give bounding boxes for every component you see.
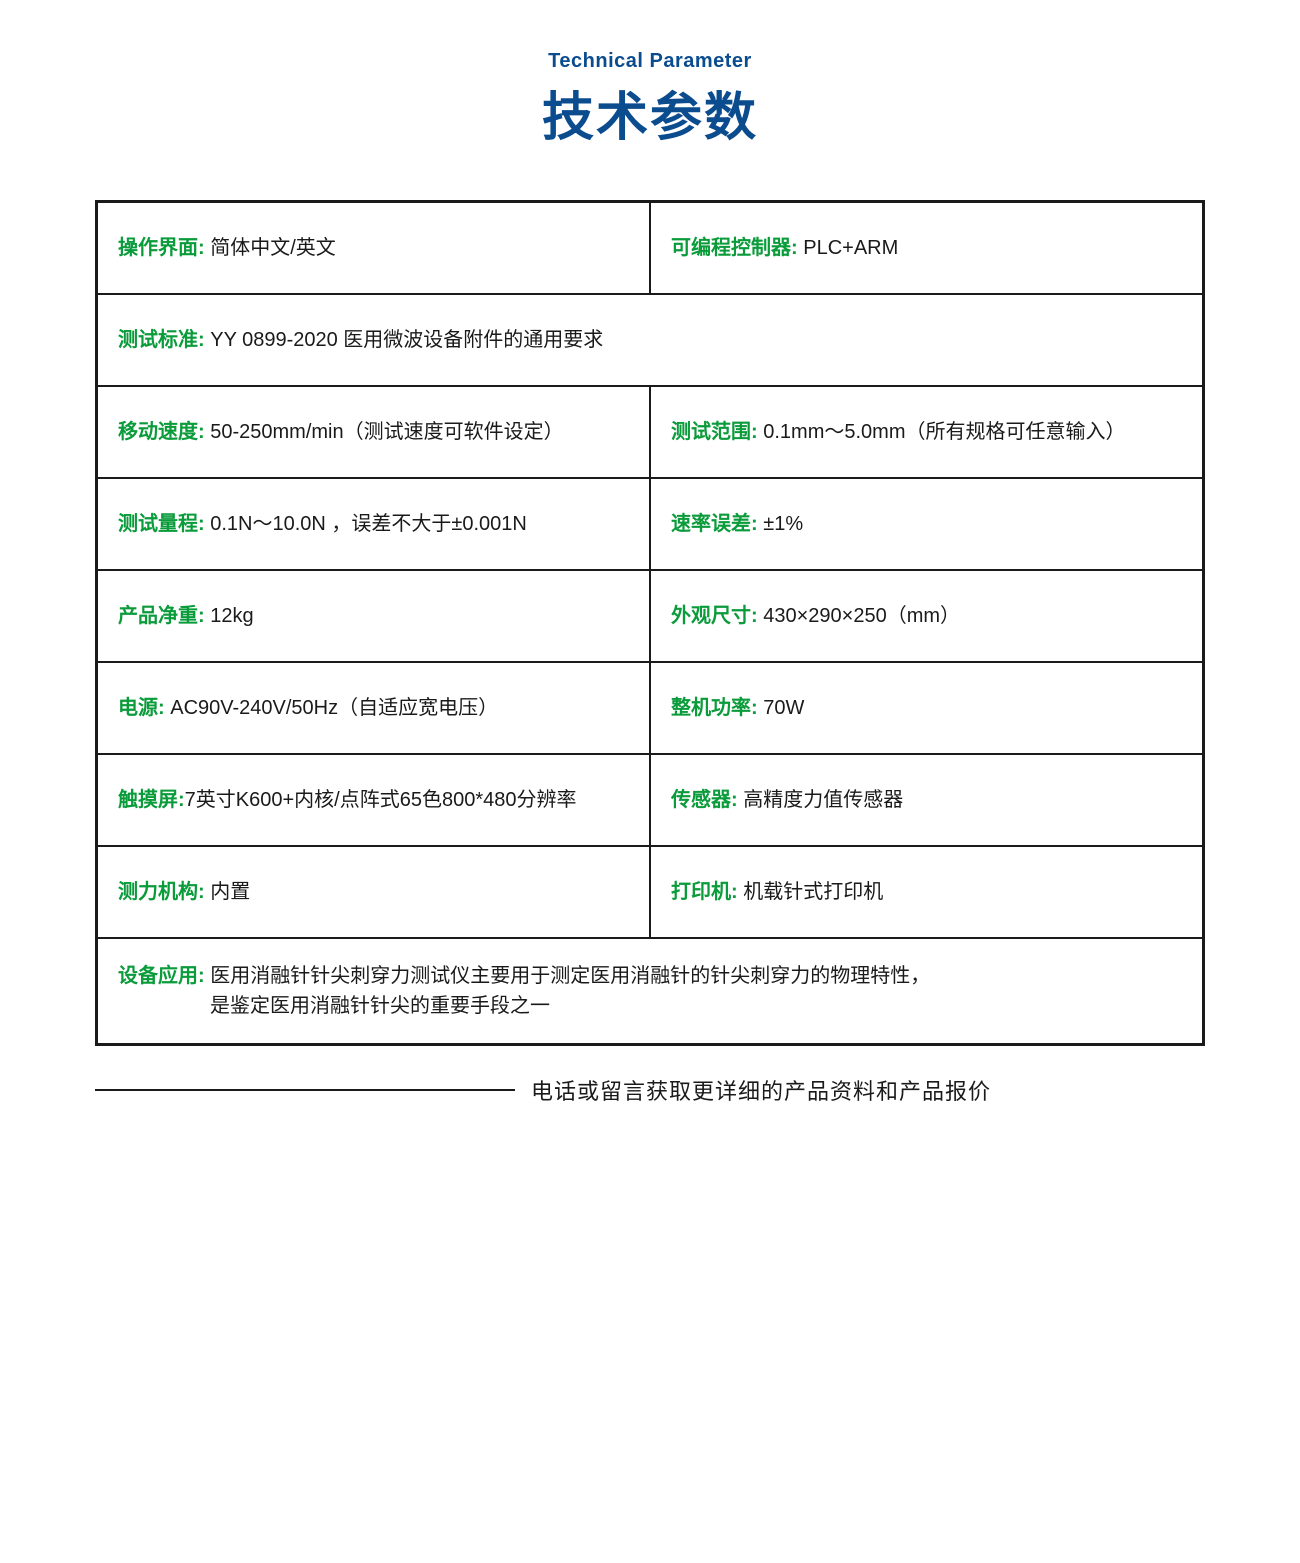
param-value: 简体中文/英文 <box>205 237 336 259</box>
spec-table: 操作界面: 简体中文/英文 可编程控制器: PLC+ARM 测试标准: YY 0… <box>95 200 1205 1046</box>
cell: 设备应用: 医用消融针针尖刺穿力测试仪主要用于测定医用消融针的针尖刺穿力的物理特… <box>98 939 1202 1043</box>
param-label: 测试范围: <box>671 421 758 443</box>
param-value: 医用消融针针尖刺穿力测试仪主要用于测定医用消融针的针尖刺穿力的物理特性， <box>205 965 931 987</box>
table-row: 测力机构: 内置 打印机: 机载针式打印机 <box>98 847 1202 939</box>
cell: 测力机构: 内置 <box>98 847 651 937</box>
cell: 电源: AC90V-240V/50Hz（自适应宽电压） <box>98 663 651 753</box>
table-row: 触摸屏:7英寸K600+内核/点阵式65色800*480分辨率 传感器: 高精度… <box>98 755 1202 847</box>
divider <box>95 1089 515 1091</box>
cell: 可编程控制器: PLC+ARM <box>651 203 1202 293</box>
cell: 测试范围: 0.1mm～5.0mm（所有规格可任意输入） <box>651 387 1202 477</box>
param-label: 测试标准: <box>118 329 205 351</box>
cell: 测试量程: 0.1N～10.0N ，误差不大于±0.001N <box>98 479 651 569</box>
param-value: 0.1N～10.0N ，误差不大于±0.001N <box>205 513 527 535</box>
param-label: 外观尺寸: <box>671 605 758 627</box>
param-label: 移动速度: <box>118 421 205 443</box>
title: 技术参数 <box>0 75 1300 150</box>
param-value: 7英寸K600+内核/点阵式65色800*480分辨率 <box>185 789 577 811</box>
param-value: AC90V-240V/50Hz（自适应宽电压） <box>165 697 498 719</box>
param-label: 传感器: <box>671 789 738 811</box>
cell: 操作界面: 简体中文/英文 <box>98 203 651 293</box>
param-value-line2: 是鉴定医用消融针针尖的重要手段之一 <box>118 995 550 1017</box>
param-value: PLC+ARM <box>798 237 899 259</box>
footer-text: 电话或留言获取更详细的产品资料和产品报价 <box>515 1074 991 1106</box>
header: Technical Parameter 技术参数 <box>0 0 1300 150</box>
cell: 外观尺寸: 430×290×250（mm） <box>651 571 1202 661</box>
cell: 触摸屏:7英寸K600+内核/点阵式65色800*480分辨率 <box>98 755 651 845</box>
param-label: 产品净重: <box>118 605 205 627</box>
param-value: 内置 <box>205 881 251 903</box>
cell: 速率误差: ±1% <box>651 479 1202 569</box>
param-label: 测试量程: <box>118 513 205 535</box>
cell: 整机功率: 70W <box>651 663 1202 753</box>
param-label: 设备应用: <box>118 965 205 987</box>
param-value: 高精度力值传感器 <box>738 789 904 811</box>
subtitle: Technical Parameter <box>0 50 1300 73</box>
table-row: 产品净重: 12kg 外观尺寸: 430×290×250（mm） <box>98 571 1202 663</box>
param-value: YY 0899-2020 医用微波设备附件的通用要求 <box>205 329 604 351</box>
param-value: 0.1mm～5.0mm（所有规格可任意输入） <box>758 421 1126 443</box>
footer: 电话或留言获取更详细的产品资料和产品报价 <box>95 1074 1205 1106</box>
table-row: 操作界面: 简体中文/英文 可编程控制器: PLC+ARM <box>98 203 1202 295</box>
table-row: 测试量程: 0.1N～10.0N ，误差不大于±0.001N 速率误差: ±1% <box>98 479 1202 571</box>
param-label: 打印机: <box>671 881 738 903</box>
table-row: 测试标准: YY 0899-2020 医用微波设备附件的通用要求 <box>98 295 1202 387</box>
param-label: 触摸屏: <box>118 789 185 811</box>
param-label: 整机功率: <box>671 697 758 719</box>
cell: 测试标准: YY 0899-2020 医用微波设备附件的通用要求 <box>98 295 1202 385</box>
param-label: 测力机构: <box>118 881 205 903</box>
param-label: 可编程控制器: <box>671 237 798 259</box>
param-value: 430×290×250（mm） <box>758 605 960 627</box>
cell: 移动速度: 50-250mm/min（测试速度可软件设定） <box>98 387 651 477</box>
param-value: 70W <box>758 697 805 719</box>
table-row: 设备应用: 医用消融针针尖刺穿力测试仪主要用于测定医用消融针的针尖刺穿力的物理特… <box>98 939 1202 1043</box>
cell: 传感器: 高精度力值传感器 <box>651 755 1202 845</box>
cell: 打印机: 机载针式打印机 <box>651 847 1202 937</box>
param-value: 50-250mm/min（测试速度可软件设定） <box>205 421 564 443</box>
param-label: 操作界面: <box>118 237 205 259</box>
table-row: 电源: AC90V-240V/50Hz（自适应宽电压） 整机功率: 70W <box>98 663 1202 755</box>
param-value: 12kg <box>205 605 254 627</box>
param-value: 机载针式打印机 <box>738 881 884 903</box>
param-label: 速率误差: <box>671 513 758 535</box>
param-value: ±1% <box>758 513 803 535</box>
param-label: 电源: <box>118 697 165 719</box>
cell: 产品净重: 12kg <box>98 571 651 661</box>
table-row: 移动速度: 50-250mm/min（测试速度可软件设定） 测试范围: 0.1m… <box>98 387 1202 479</box>
